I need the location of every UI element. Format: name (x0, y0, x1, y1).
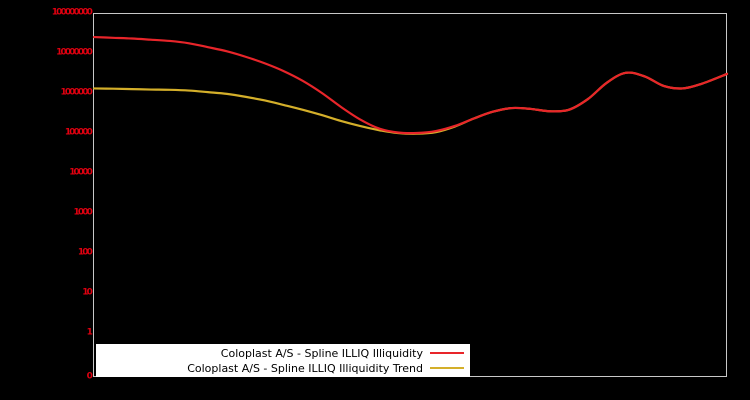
y-tick-10000000: 10000000 (56, 47, 93, 58)
y-tick-100: 100 (77, 247, 93, 258)
y-tick-10000: 10000 (69, 167, 93, 178)
y-tick-1000: 1000 (73, 207, 93, 218)
legend-entry-illiquidity: Coloplast A/S - Spline ILLIQ Illiquidity (96, 346, 464, 361)
y-tick-1: 1 (86, 327, 93, 338)
y-axis-tick-labels: 100000000 10000000 1000000 100000 10000 … (0, 0, 93, 400)
legend-label-trend: Coloplast A/S - Spline ILLIQ Illiquidity… (187, 361, 423, 375)
y-tick-1000000: 1000000 (60, 87, 92, 98)
y-tick-10: 10 (82, 287, 93, 298)
legend: Coloplast A/S - Spline ILLIQ Illiquidity… (96, 344, 470, 377)
plot-area (93, 13, 727, 377)
legend-entry-trend: Coloplast A/S - Spline ILLIQ Illiquidity… (96, 361, 464, 376)
y-tick-0: 0 (86, 371, 93, 382)
y-tick-100000000: 100000000 (51, 7, 93, 18)
legend-label-illiquidity: Coloplast A/S - Spline ILLIQ Illiquidity (220, 346, 423, 360)
legend-swatch-illiquidity (430, 352, 464, 354)
y-tick-100000: 100000 (64, 127, 93, 138)
legend-swatch-trend (430, 367, 464, 369)
